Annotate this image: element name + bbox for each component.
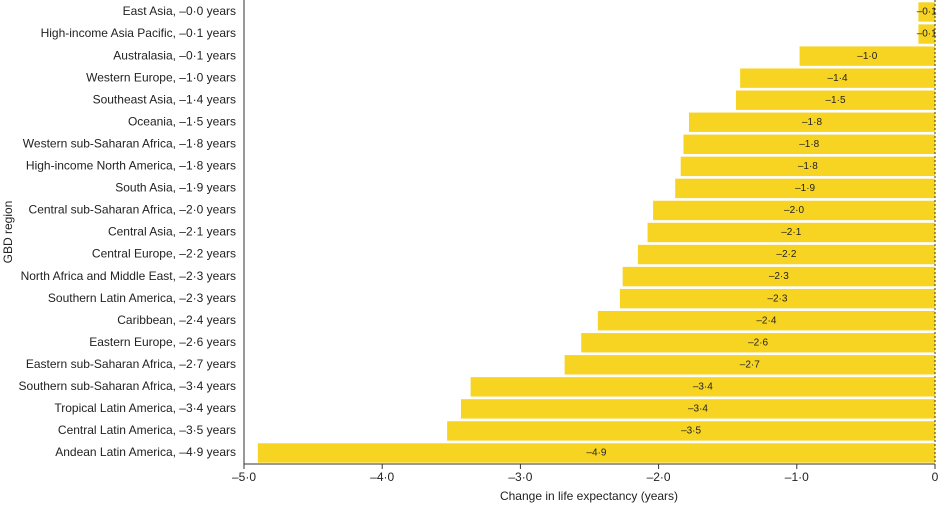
value-label: –1·8	[802, 117, 822, 128]
bar	[689, 112, 935, 132]
value-label: –0·1	[917, 29, 937, 40]
value-label: –4·9	[586, 448, 606, 459]
bar	[257, 443, 935, 463]
y-tick-label: Central sub-Saharan Africa, –2·0 years	[29, 203, 236, 217]
y-tick-label: East Asia, –0·0 years	[123, 4, 236, 18]
bar	[799, 46, 935, 66]
y-tick-label: North Africa and Middle East, –2·3 years	[21, 269, 236, 283]
bar	[637, 244, 935, 265]
bar	[653, 200, 935, 221]
x-tick-label: –1·0	[785, 470, 809, 484]
bar	[735, 90, 935, 110]
value-label: –1·9	[795, 183, 815, 194]
bar	[918, 2, 935, 22]
bar	[447, 421, 935, 441]
y-tick-label: Tropical Latin America, –3·4 years	[54, 401, 236, 415]
value-label: –1·0	[857, 51, 877, 62]
bar	[619, 288, 935, 309]
bar	[622, 266, 935, 287]
bar	[460, 399, 935, 419]
value-label: –1·5	[825, 95, 845, 106]
y-tick-label: Eastern sub-Saharan Africa, –2·7 years	[26, 357, 236, 371]
value-label: –2·0	[784, 205, 804, 216]
value-label: –1·8	[799, 139, 819, 150]
bar	[581, 333, 935, 353]
y-tick-label: Western sub-Saharan Africa, –1·8 years	[23, 136, 236, 150]
y-tick-label: Central Asia, –2·1 years	[108, 225, 236, 239]
y-tick-label: Eastern Europe, –2·6 years	[89, 335, 236, 349]
bar	[683, 134, 935, 155]
x-axis-title: Change in life expectancy (years)	[500, 489, 678, 503]
y-tick-label: High-income Asia Pacific, –0·1 years	[41, 26, 236, 40]
y-tick-label: Southern Latin America, –2·3 years	[48, 291, 236, 305]
bar	[470, 377, 935, 397]
y-tick-label: Andean Latin America, –4·9 years	[55, 445, 236, 459]
bar	[918, 24, 935, 44]
y-tick-label: Central Latin America, –3·5 years	[58, 423, 236, 437]
x-tick-label: –2·0	[647, 470, 671, 484]
value-label: –2·4	[756, 315, 776, 326]
y-tick-label: Oceania, –1·5 years	[128, 114, 236, 128]
value-label: –2·3	[769, 271, 789, 282]
y-tick-label: High-income North America, –1·8 years	[26, 159, 236, 173]
y-tick-label: Central Europe, –2·2 years	[92, 247, 236, 261]
y-axis-title: GBD region	[1, 201, 15, 264]
x-tick-label: 0	[932, 470, 939, 484]
value-label: –0·1	[917, 7, 937, 18]
bar	[564, 355, 935, 375]
value-label: –3·4	[688, 404, 708, 415]
value-label: –2·1	[781, 227, 801, 238]
bar	[675, 178, 935, 199]
value-label: –2·3	[767, 293, 787, 304]
bar	[680, 156, 935, 177]
x-tick-label: –4·0	[370, 470, 394, 484]
x-tick-label: –3·0	[508, 470, 532, 484]
value-label: –3·4	[693, 381, 713, 392]
y-tick-label: Australasia, –0·1 years	[113, 48, 236, 62]
value-label: –1·8	[798, 161, 818, 172]
value-label: –2·7	[740, 359, 760, 370]
value-label: –3·5	[681, 426, 701, 437]
y-tick-label: Caribbean, –2·4 years	[117, 313, 236, 327]
value-label: –2·2	[776, 249, 796, 260]
y-tick-label: Southeast Asia, –1·4 years	[93, 92, 236, 106]
x-tick-label: –5·0	[232, 470, 256, 484]
value-label: –1·4	[828, 73, 848, 84]
y-tick-label: South Asia, –1·9 years	[115, 181, 236, 195]
value-label: –2·6	[748, 337, 768, 348]
bar	[647, 222, 935, 243]
y-tick-label: Southern sub-Saharan Africa, –3·4 years	[19, 379, 236, 393]
bar	[740, 68, 935, 88]
bar	[597, 310, 935, 331]
y-tick-label: Western Europe, –1·0 years	[86, 70, 236, 84]
